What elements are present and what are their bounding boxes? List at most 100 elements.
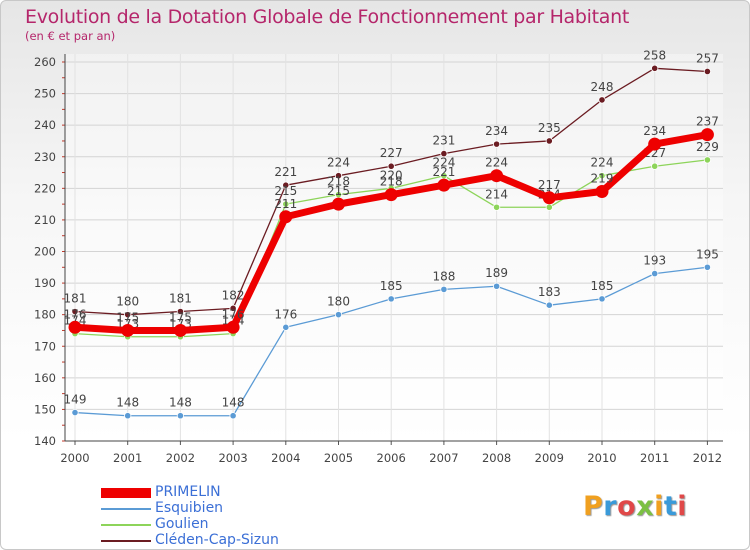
data-point-cl-den-cap-sizun	[440, 149, 448, 158]
data-label-cl-den-cap-sizun: 258	[643, 48, 666, 62]
data-point-cl-den-cap-sizun	[545, 137, 553, 145]
data-label-cl-den-cap-sizun: 234	[485, 124, 508, 138]
legend-label-esquibien: Esquibien	[155, 500, 224, 516]
x-tick-label: 2011	[640, 451, 669, 465]
x-tick-label: 2009	[535, 451, 564, 465]
data-label-cl-den-cap-sizun: 224	[327, 156, 350, 170]
data-label-esquibien: 185	[380, 279, 403, 293]
data-point-goulien	[598, 172, 606, 180]
x-tick-label: 2002	[166, 451, 195, 465]
data-point-cl-den-cap-sizun	[282, 181, 290, 189]
logo-letter: o	[617, 491, 637, 522]
data-label-primelin: 237	[696, 115, 719, 129]
legend-label-goulien: Goulien	[155, 516, 209, 532]
legend-item-goulien: Goulien	[101, 516, 381, 533]
y-tick-label: 200	[34, 245, 56, 259]
data-label-primelin: 234	[643, 124, 666, 138]
legend-swatch-goulien	[101, 524, 151, 526]
data-label-esquibien: 149	[64, 393, 87, 407]
data-point-goulien	[282, 200, 290, 208]
data-point-cl-den-cap-sizun	[492, 140, 501, 148]
legend-item-primelin: PRIMELIN	[101, 484, 381, 501]
data-point-primelin	[595, 184, 609, 198]
data-point-esquibien	[598, 295, 606, 303]
data-point-esquibien	[229, 412, 237, 420]
data-label-goulien: 224	[591, 156, 614, 170]
data-point-esquibien	[492, 282, 501, 290]
data-label-primelin: 211	[274, 197, 297, 211]
data-label-esquibien: 185	[591, 279, 614, 293]
data-point-esquibien	[703, 263, 712, 271]
y-tick-label: 220	[34, 181, 56, 195]
data-label-cl-den-cap-sizun: 181	[169, 292, 192, 306]
logo-letter: t	[663, 491, 678, 522]
logo-letter: i	[654, 491, 664, 522]
data-point-cl-den-cap-sizun	[71, 307, 79, 316]
x-tick-label: 2008	[482, 451, 511, 465]
data-label-primelin: 217	[538, 178, 561, 192]
x-tick-label: 2003	[218, 451, 247, 465]
data-point-primelin	[437, 178, 451, 192]
y-tick-label: 170	[34, 339, 56, 353]
y-tick-label: 240	[34, 118, 56, 132]
data-label-primelin: 176	[222, 307, 245, 321]
data-point-esquibien	[387, 295, 395, 303]
data-point-cl-den-cap-sizun	[651, 64, 659, 72]
data-label-esquibien: 195	[696, 247, 719, 261]
data-label-primelin: 218	[380, 175, 403, 189]
proxiti-logo: Proxiti	[583, 491, 687, 522]
data-point-esquibien	[124, 412, 132, 420]
data-point-cl-den-cap-sizun	[334, 172, 343, 180]
data-point-esquibien	[545, 301, 553, 309]
data-label-cl-den-cap-sizun: 257	[696, 51, 719, 65]
data-point-primelin	[279, 210, 293, 224]
data-label-cl-den-cap-sizun: 227	[380, 146, 403, 160]
data-label-cl-den-cap-sizun: 231	[432, 134, 455, 148]
x-tick-label: 2004	[271, 451, 300, 465]
logo-letter: P	[583, 491, 604, 522]
data-point-cl-den-cap-sizun	[124, 311, 132, 319]
data-label-cl-den-cap-sizun: 235	[538, 121, 561, 135]
y-tick-label: 260	[34, 55, 56, 69]
y-tick-label: 150	[34, 402, 56, 416]
data-label-cl-den-cap-sizun: 248	[591, 80, 614, 94]
x-tick-label: 2007	[429, 451, 458, 465]
data-point-goulien	[492, 203, 501, 211]
data-point-primelin	[332, 197, 345, 211]
data-point-cl-den-cap-sizun	[229, 304, 237, 312]
data-label-esquibien: 189	[485, 266, 508, 280]
data-point-goulien	[545, 203, 553, 211]
y-tick-label: 230	[34, 150, 56, 164]
legend-swatch-primelin	[101, 488, 151, 498]
data-point-esquibien	[440, 285, 448, 293]
y-tick-label: 160	[34, 371, 56, 385]
legend-label-cleden: Cléden-Cap-Sizun	[155, 532, 279, 548]
data-label-goulien: 229	[696, 140, 719, 154]
data-label-primelin: 175	[169, 310, 192, 324]
data-label-cl-den-cap-sizun: 182	[222, 288, 245, 302]
data-label-cl-den-cap-sizun: 180	[116, 295, 139, 309]
data-point-primelin	[700, 128, 714, 142]
y-tick-label: 140	[34, 434, 56, 448]
data-label-primelin: 215	[327, 184, 350, 198]
data-label-esquibien: 180	[327, 295, 350, 309]
x-tick-label: 2001	[113, 451, 142, 465]
x-tick-label: 2010	[587, 451, 616, 465]
x-tick-label: 2006	[377, 451, 406, 465]
y-tick-label: 180	[34, 308, 56, 322]
data-point-primelin	[648, 137, 662, 151]
data-point-primelin	[490, 169, 504, 183]
data-point-goulien	[703, 156, 712, 164]
data-label-goulien: 214	[485, 187, 508, 201]
data-label-primelin: 175	[116, 310, 139, 324]
y-tick-label: 190	[34, 276, 56, 290]
legend-item-esquibien: Esquibien	[101, 500, 381, 517]
x-tick-label: 2012	[693, 451, 722, 465]
plot-area	[65, 54, 723, 441]
legend-item-cleden: Cléden-Cap-Sizun	[101, 532, 381, 549]
data-point-goulien	[651, 162, 659, 170]
data-label-cl-den-cap-sizun: 181	[64, 292, 87, 306]
data-point-esquibien	[651, 270, 659, 278]
